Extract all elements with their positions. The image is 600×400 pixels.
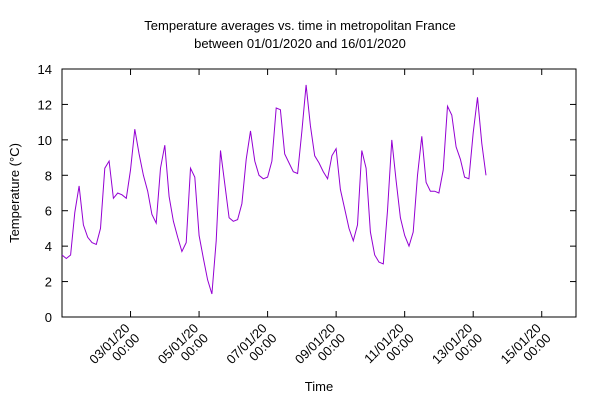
x-axis-label: Time xyxy=(305,379,333,394)
y-tick-label: 12 xyxy=(38,97,52,112)
y-tick-label: 6 xyxy=(45,204,52,219)
temperature-series-line xyxy=(61,84,487,295)
chart-title: Temperature averages vs. time in metropo… xyxy=(144,18,456,33)
chart-subtitle: between 01/01/2020 and 16/01/2020 xyxy=(194,36,406,51)
y-tick-label: 0 xyxy=(45,310,52,325)
y-tick-label: 8 xyxy=(45,168,52,183)
y-tick-label: 2 xyxy=(45,275,52,290)
y-tick-label: 14 xyxy=(38,62,52,77)
y-axis-label: Temperature (°C) xyxy=(7,143,22,243)
plot-frame xyxy=(61,68,577,318)
y-tick-label: 4 xyxy=(45,239,52,254)
y-tick-label: 10 xyxy=(38,133,52,148)
